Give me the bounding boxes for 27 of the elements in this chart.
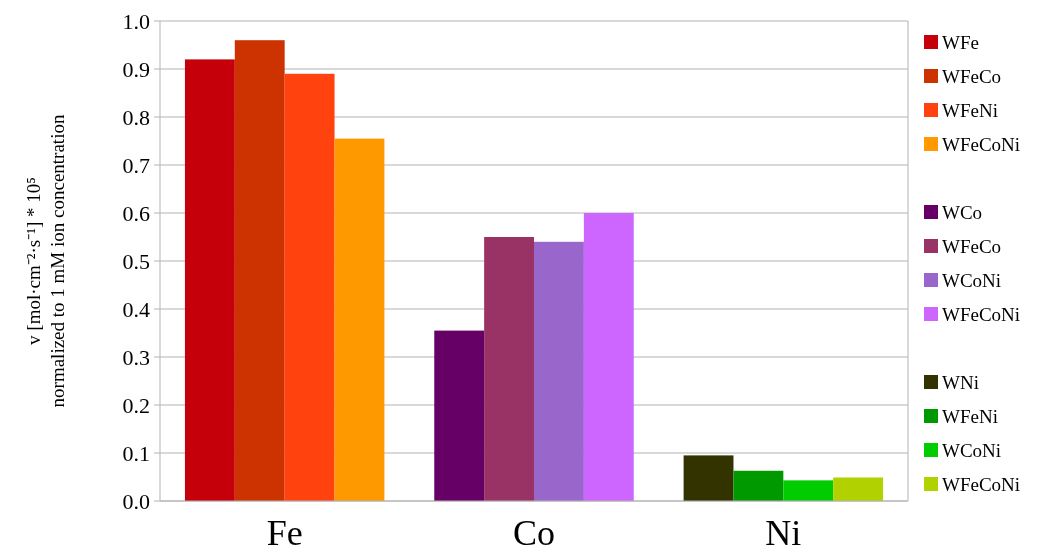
y-tick-label: 0.4 [122,296,150,322]
legend-label: WCo [942,201,983,223]
legend-label: WFeCo [942,65,1002,87]
y-tick-label: 0.0 [122,488,150,514]
y-tick-label: 0.3 [122,344,150,370]
legend-label: WNi [942,371,979,393]
legend-label: WFeCoNi [942,473,1021,495]
y-tick-label: 0.8 [122,104,150,130]
legend-label: WFeCoNi [942,133,1021,155]
y-tick-label: 0.2 [122,392,150,418]
x-tick-label: Ni [765,513,802,553]
legend-label: WFeCo [942,235,1002,257]
y-tick-label: 0.6 [122,200,150,226]
y-tick-label: 0.5 [122,248,150,274]
y-tick-label: 1.0 [122,8,150,34]
y-tick-label: 0.7 [122,152,150,178]
legend-label: WCoNi [942,439,1002,461]
x-tick-label: Co [512,513,556,553]
legend-label: WCoNi [942,269,1002,291]
legend-label: WFeNi [942,405,998,427]
legend-label: WFeNi [942,99,998,121]
y-tick-label: 0.9 [122,56,150,82]
y-axis-title: v [mol·cm⁻²·s⁻¹] * 10⁵ normalized to 1 mM ion concentration [23,114,68,408]
legend-label: WFeCoNi [942,303,1021,325]
y-tick-label: 0.1 [122,440,150,466]
x-tick-label: Fe [266,513,303,553]
legend-label: WFe [942,31,979,53]
